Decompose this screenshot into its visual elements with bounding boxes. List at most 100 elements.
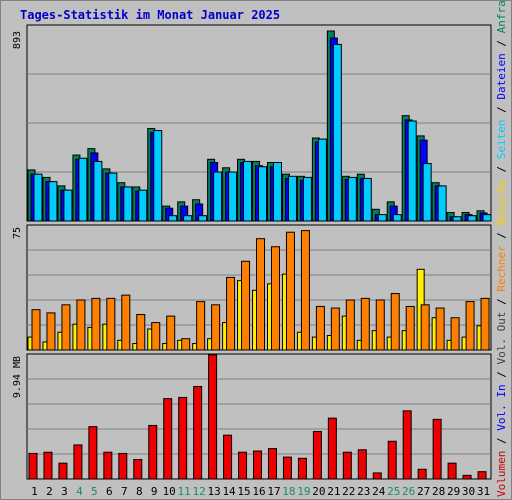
legend-item-6: Seiten	[495, 119, 508, 159]
x-tick-label-29: 29	[447, 485, 460, 498]
bar-seiten-day-27	[422, 163, 432, 222]
legend-item-3: Vol. Out	[495, 312, 508, 365]
bar-rechner-day-25	[390, 293, 400, 351]
bar-seiten-day-2	[48, 181, 58, 222]
bar-volumen-day-17	[267, 448, 277, 480]
x-tick-label-9: 9	[151, 485, 158, 498]
bar-seiten-day-16	[258, 166, 268, 222]
x-tick-label-17: 17	[267, 485, 280, 498]
bar-seiten-day-18	[287, 175, 297, 222]
legend-text: Volumen / Vol. In / Vol. Out / Rechner /…	[495, 1, 508, 497]
bar-rechner-day-30	[465, 301, 475, 351]
legend-item-2: Vol. In	[495, 384, 508, 430]
x-tick-label-20: 20	[312, 485, 325, 498]
bar-volumen-day-4	[73, 444, 83, 480]
bar-volumen-day-13	[208, 354, 218, 480]
x-tick-label-6: 6	[106, 485, 113, 498]
bar-rechner-day-8	[136, 314, 146, 351]
bar-volumen-day-16	[253, 450, 263, 480]
bar-rechner-day-22	[345, 299, 355, 351]
bar-seiten-day-3	[63, 189, 73, 222]
x-tick-label-30: 30	[462, 485, 475, 498]
bar-rechner-day-26	[405, 305, 415, 351]
bar-rechner-day-17	[270, 246, 280, 351]
bar-volumen-day-18	[282, 456, 292, 480]
legend-separator: /	[495, 159, 508, 179]
legend-item-8: Anfragen	[495, 1, 508, 33]
bar-rechner-day-28	[435, 307, 445, 351]
bar-seiten-day-14	[228, 171, 238, 222]
bar-volumen-day-10	[163, 398, 173, 480]
bar-seiten-day-12	[198, 215, 208, 222]
bar-seiten-day-22	[347, 176, 357, 222]
bar-volumen-day-14	[223, 434, 233, 480]
legend-separator: /	[495, 365, 508, 385]
bar-seiten-day-4	[78, 157, 88, 222]
x-tick-label-5: 5	[91, 485, 98, 498]
bar-rechner-day-15	[241, 260, 251, 351]
bar-volumen-day-7	[118, 452, 128, 480]
bar-seiten-day-20	[317, 138, 327, 222]
x-tick-label-31: 31	[477, 485, 490, 498]
legend-separator: /	[495, 100, 508, 120]
volume-plot	[26, 353, 492, 480]
bar-rechner-day-5	[91, 297, 101, 351]
bar-seiten-day-17	[272, 161, 282, 222]
x-tick-label-28: 28	[432, 485, 445, 498]
bar-volumen-day-24	[372, 472, 382, 480]
bar-rechner-day-19	[300, 230, 310, 351]
legend-separator: /	[495, 33, 508, 53]
bar-volumen-day-20	[312, 431, 322, 480]
bar-seiten-day-8	[138, 189, 148, 222]
bar-rechner-day-24	[375, 299, 385, 351]
bar-seiten-day-31	[482, 214, 492, 222]
bar-rechner-day-12	[196, 301, 206, 351]
legend-item-7: Dateien	[495, 53, 508, 99]
bar-seiten-day-26	[407, 120, 417, 222]
bar-rechner-day-20	[315, 305, 325, 351]
x-tick-label-21: 21	[327, 485, 340, 498]
bar-seiten-day-25	[392, 214, 402, 222]
bar-seiten-day-1	[33, 173, 43, 222]
x-tick-label-23: 23	[357, 485, 370, 498]
bar-rechner-day-14	[226, 276, 236, 351]
x-tick-label-2: 2	[46, 485, 53, 498]
bar-volumen-day-8	[133, 459, 143, 480]
x-tick-label-1: 1	[31, 485, 38, 498]
x-tick-label-18: 18	[282, 485, 295, 498]
bar-seiten-day-24	[377, 214, 387, 222]
bar-rechner-day-23	[360, 297, 370, 351]
requests-ymax-label: 893	[12, 31, 23, 49]
bar-seiten-day-10	[168, 215, 178, 222]
bar-volumen-day-26	[402, 410, 412, 480]
bar-seiten-day-5	[93, 160, 103, 222]
bar-rechner-day-27	[420, 304, 430, 351]
bar-rechner-day-4	[76, 299, 86, 351]
x-tick-label-15: 15	[237, 485, 250, 498]
bar-volumen-day-28	[432, 418, 442, 480]
x-axis-labels: 1 2 3 4 5 6 7 8 9 10 11 12 13 14 15 16 17 18 19 20 21 22 23 24 2…	[31, 485, 490, 498]
bar-rechner-day-21	[330, 307, 340, 351]
legend-item-1: Volumen	[495, 451, 508, 497]
bar-seiten-day-28	[437, 185, 447, 222]
bar-seiten-day-23	[362, 177, 372, 222]
x-tick-label-26: 26	[402, 485, 415, 498]
bar-volumen-day-25	[387, 440, 397, 480]
bar-volumen-day-1	[28, 452, 38, 480]
x-tick-label-11: 11	[178, 485, 191, 498]
visits-plot	[26, 224, 492, 351]
bar-rechner-day-3	[61, 304, 71, 351]
bar-seiten-day-6	[108, 172, 118, 222]
legend-item-5: Besuche	[495, 179, 508, 225]
bar-rechner-day-16	[256, 238, 266, 351]
bar-rechner-day-6	[106, 297, 116, 351]
visits-ymax-label: 75	[12, 227, 23, 239]
legend-item-4: Rechner	[495, 245, 508, 292]
x-tick-label-27: 27	[417, 485, 430, 498]
bar-volumen-day-9	[148, 424, 158, 480]
bar-volumen-day-12	[193, 385, 203, 480]
bar-seiten-day-30	[467, 215, 477, 222]
bar-volumen-day-23	[357, 449, 367, 480]
